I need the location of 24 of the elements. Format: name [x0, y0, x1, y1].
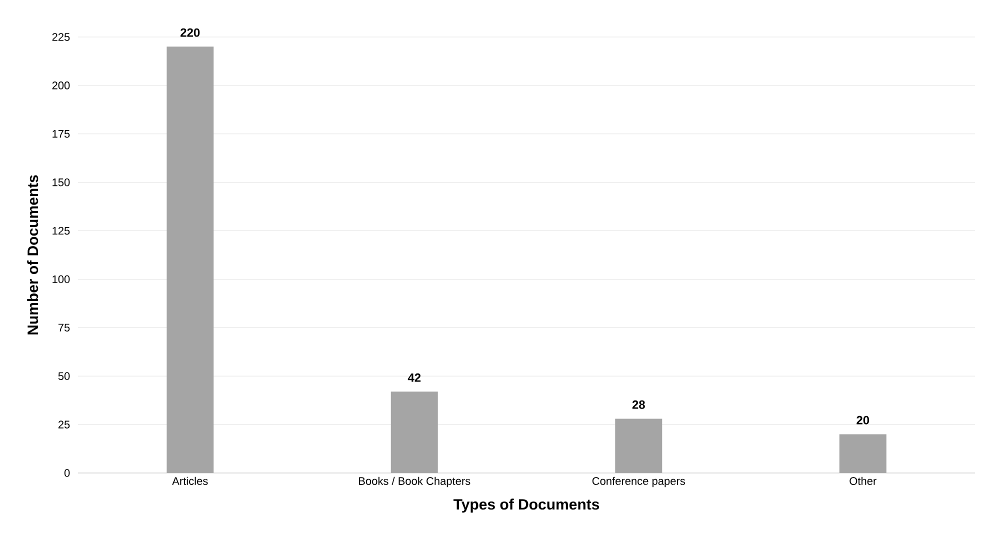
y-tick-label: 225 — [52, 33, 70, 41]
x-tick-label: Other — [850, 476, 876, 485]
y-tick-label: 75 — [58, 324, 70, 332]
x-tick-label: Articles — [172, 476, 208, 485]
y-axis-title: Number of Documents — [27, 175, 38, 334]
y-tick-label: 50 — [58, 372, 70, 380]
y-tick-label: 200 — [52, 82, 70, 90]
bar — [615, 418, 662, 473]
data-label: 42 — [408, 373, 421, 382]
y-tick-label: 150 — [52, 178, 70, 186]
y-tick-label: 0 — [64, 469, 70, 477]
x-tick-label: Conference papers — [592, 476, 685, 488]
x-tick-label: Books / Book Chapters — [359, 476, 470, 488]
y-tick-label: 125 — [52, 226, 70, 235]
bar — [166, 46, 214, 473]
x-axis-title: Types of Documents — [453, 498, 600, 513]
data-label: 28 — [632, 400, 645, 409]
y-tick-label: 175 — [52, 130, 70, 138]
bar — [839, 434, 886, 473]
y-tick-label: 25 — [58, 420, 70, 428]
data-label: 220 — [180, 28, 200, 37]
bar — [390, 392, 438, 473]
y-tick-label: 100 — [52, 275, 70, 284]
data-label: 20 — [856, 416, 870, 424]
